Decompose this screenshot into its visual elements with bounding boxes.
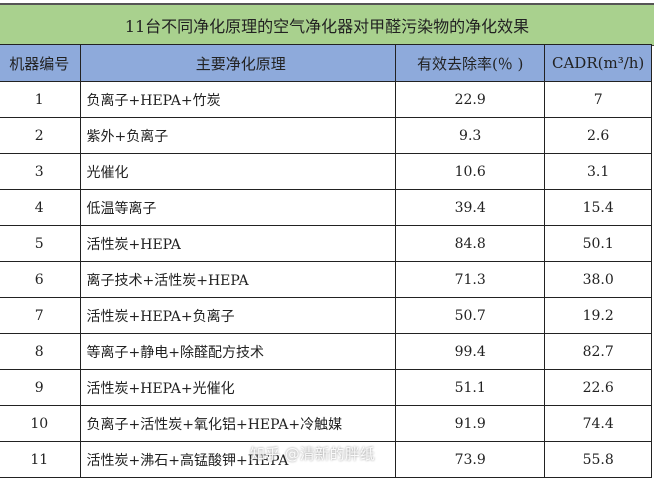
col-header-principle: 主要净化原理 bbox=[79, 44, 397, 82]
table-title: 11台不同净化原理的空气净化器对甲醛污染物的净化效果 bbox=[0, 3, 654, 46]
cell-removal-rate: 51.1 bbox=[395, 369, 546, 406]
cell-removal-rate: 50.7 bbox=[395, 297, 546, 334]
cell-id: 3 bbox=[0, 153, 81, 190]
cell-removal-rate: 99.4 bbox=[395, 333, 546, 370]
cell-cadr: 19.2 bbox=[544, 297, 652, 334]
table-row: 5 活性炭+HEPA 84.8 50.1 bbox=[0, 225, 652, 262]
cell-id: 1 bbox=[0, 81, 81, 118]
table-row: 2 紫外+负离子 9.3 2.6 bbox=[0, 117, 652, 154]
data-table: 机器编号 主要净化原理 有效去除率(％ ) CADR(m³/h) 1 负离子+HE… bbox=[0, 44, 652, 478]
header-row: 机器编号 主要净化原理 有效去除率(％ ) CADR(m³/h) bbox=[0, 44, 652, 82]
cell-id: 7 bbox=[0, 297, 81, 334]
col-header-removal-rate: 有效去除率(％ ) bbox=[395, 44, 546, 82]
cell-cadr: 15.4 bbox=[544, 189, 652, 226]
table-row: 4 低温等离子 39.4 15.4 bbox=[0, 189, 652, 226]
col-header-id: 机器编号 bbox=[0, 44, 81, 82]
cell-removal-rate: 71.3 bbox=[395, 261, 546, 298]
cell-id: 11 bbox=[0, 441, 81, 478]
cell-id: 8 bbox=[0, 333, 81, 370]
cell-id: 4 bbox=[0, 189, 81, 226]
table-row: 1 负离子+HEPA+竹炭 22.9 7 bbox=[0, 81, 652, 118]
cell-cadr: 50.1 bbox=[544, 225, 652, 262]
cell-id: 5 bbox=[0, 225, 81, 262]
cell-principle: 等离子+静电+除醛配方技术 bbox=[79, 333, 397, 370]
cell-removal-rate: 22.9 bbox=[395, 81, 546, 118]
table-row: 9 活性炭+HEPA+光催化 51.1 22.6 bbox=[0, 369, 652, 406]
cell-id: 2 bbox=[0, 117, 81, 154]
cell-cadr: 7 bbox=[544, 81, 652, 118]
cell-principle: 活性炭+HEPA bbox=[79, 225, 397, 262]
watermark: 知乎 @清新的胖纸 bbox=[250, 445, 375, 463]
col-header-cadr: CADR(m³/h) bbox=[544, 44, 652, 82]
cell-removal-rate: 10.6 bbox=[395, 153, 546, 190]
cell-cadr: 74.4 bbox=[544, 405, 652, 442]
cell-cadr: 3.1 bbox=[544, 153, 652, 190]
table-row: 3 光催化 10.6 3.1 bbox=[0, 153, 652, 190]
cell-principle: 低温等离子 bbox=[79, 189, 397, 226]
cell-principle: 负离子+活性炭+氧化铝+HEPA+冷触媒 bbox=[79, 405, 397, 442]
table-row: 7 活性炭+HEPA+负离子 50.7 19.2 bbox=[0, 297, 652, 334]
cell-cadr: 22.6 bbox=[544, 369, 652, 406]
cell-cadr: 2.6 bbox=[544, 117, 652, 154]
table-row: 6 离子技术+活性炭+HEPA 71.3 38.0 bbox=[0, 261, 652, 298]
cell-removal-rate: 73.9 bbox=[395, 441, 546, 478]
cell-cadr: 55.8 bbox=[544, 441, 652, 478]
cell-principle: 光催化 bbox=[79, 153, 397, 190]
cell-id: 9 bbox=[0, 369, 81, 406]
cell-id: 6 bbox=[0, 261, 81, 298]
cell-principle: 负离子+HEPA+竹炭 bbox=[79, 81, 397, 118]
cell-removal-rate: 91.9 bbox=[395, 405, 546, 442]
cell-removal-rate: 84.8 bbox=[395, 225, 546, 262]
cell-principle: 活性炭+HEPA+光催化 bbox=[79, 369, 397, 406]
cell-removal-rate: 9.3 bbox=[395, 117, 546, 154]
cell-cadr: 38.0 bbox=[544, 261, 652, 298]
cell-cadr: 82.7 bbox=[544, 333, 652, 370]
cell-principle: 活性炭+HEPA+负离子 bbox=[79, 297, 397, 334]
table-row: 8 等离子+静电+除醛配方技术 99.4 82.7 bbox=[0, 333, 652, 370]
cell-removal-rate: 39.4 bbox=[395, 189, 546, 226]
cell-principle: 紫外+负离子 bbox=[79, 117, 397, 154]
cell-id: 10 bbox=[0, 405, 81, 442]
cell-principle: 离子技术+活性炭+HEPA bbox=[79, 261, 397, 298]
table-row: 10 负离子+活性炭+氧化铝+HEPA+冷触媒 91.9 74.4 bbox=[0, 405, 652, 442]
